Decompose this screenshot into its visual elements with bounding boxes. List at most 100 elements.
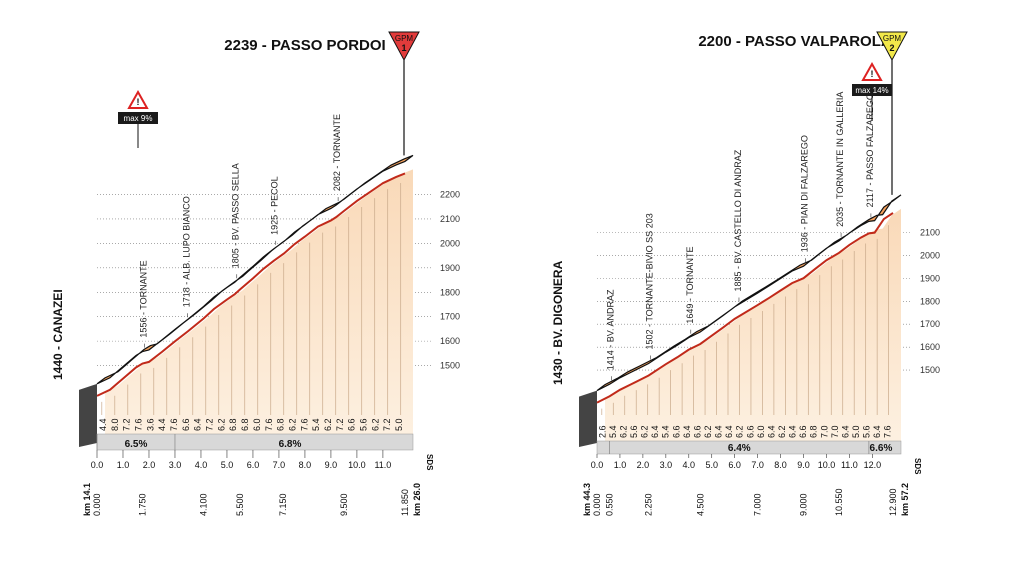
average-gradient-label: 6.5%	[125, 439, 148, 450]
altitude-tick-label: 1700	[920, 319, 940, 329]
altitude-tick-label: 1500	[440, 361, 460, 371]
point-of-interest-label: 1502 - TORNANTE-BIVIO SS 203	[645, 213, 655, 349]
km-tick-label: 5.0	[705, 460, 718, 470]
segment-gradient-label: 5.6	[629, 425, 639, 438]
km-tick-label: 3.0	[660, 460, 673, 470]
gpm-badge	[388, 31, 420, 62]
segment-gradient-label: 6.4	[650, 425, 660, 438]
km-tick-label: 0.0	[91, 460, 104, 470]
km-tick-label: 4.0	[683, 460, 696, 470]
brand-label: SDS	[913, 458, 922, 475]
cumulative-distance-label: 4.500	[695, 493, 705, 516]
brand-label: SDS	[425, 454, 434, 471]
km-tick-label: 5.0	[221, 460, 234, 470]
start-location-label: 1440 - CANAZEI	[51, 289, 65, 380]
segment-gradient-label: 6.6	[671, 425, 681, 438]
altitude-tick-label: 2000	[920, 250, 940, 260]
gpm-badge-number: 1	[401, 43, 406, 53]
point-of-interest-label: 1414 - BV. ANDRAZ	[606, 289, 616, 370]
warning-icon	[861, 61, 883, 81]
km-tick-label: 2.0	[637, 460, 650, 470]
climb-title: 2200 - PASSO VALPAROLA	[698, 33, 892, 50]
point-of-interest-label: 1649 - TORNANTE	[685, 246, 695, 323]
profile-chart-1: 1500 1600 1700 1800 1900 2000 2100 2200 6.5% 6.8%…	[51, 31, 460, 516]
segment-gradient-label: 6.6	[692, 425, 702, 438]
average-gradient-label: 6.6%	[870, 443, 893, 454]
altitude-tick-label: 1900	[440, 263, 460, 273]
segment-gradient-label: 7.6	[883, 425, 893, 438]
start-wall	[579, 390, 597, 447]
km-tick-label: 6.0	[247, 460, 260, 470]
segment-gradient-label: 5.4	[661, 425, 671, 438]
km-tick-label: 9.0	[797, 460, 810, 470]
altitude-tick-label: 2100	[440, 214, 460, 224]
km-tick-label: 4.0	[195, 460, 208, 470]
point-of-interest-label: 1925 - PECOL	[270, 176, 280, 235]
gradient-strip	[596, 440, 902, 455]
cumulative-distance-label: 12.900	[888, 488, 898, 516]
cumulative-distance-label: 9.500	[339, 493, 349, 516]
altitude-tick-label: 1800	[440, 287, 460, 297]
point-of-interest-label: 1556 - TORNANTE	[138, 260, 148, 337]
warning-icon-mark: !	[871, 69, 874, 79]
segment-gradient-label: 6.2	[618, 425, 628, 438]
cumulative-distance-label: 7.000	[753, 493, 763, 516]
segment-gradient-label: 7.6	[133, 418, 143, 431]
segment-gradient-label: 2.6	[597, 425, 607, 438]
segment-gradient-label: 5.0	[851, 425, 861, 438]
point-of-interest-label: 2082 - TORNANTE	[332, 114, 342, 191]
cumulative-distance-label: 0.000	[92, 493, 102, 516]
altitude-tick-label: 2200	[440, 190, 460, 200]
segment-gradient-label: 6.2	[703, 425, 713, 438]
point-of-interest-label: 2035 - TORNANTE IN GALLERIA	[835, 92, 845, 227]
climb-title: 2239 - PASSO PORDOI	[224, 37, 385, 54]
segment-gradient-label: 5.0	[394, 418, 404, 431]
km-tick-label: 6.0	[728, 460, 741, 470]
km-reference-label: km 57.2	[900, 483, 910, 516]
segment-gradient-label: 6.4	[682, 425, 692, 438]
warning-icon-mark: !	[137, 97, 140, 107]
segment-gradient-label: 7.2	[335, 418, 345, 431]
km-reference-label: km 26.0	[412, 483, 422, 516]
km-tick-label: 12.0	[864, 460, 882, 470]
max-gradient-label: max 9%	[124, 114, 153, 123]
cumulative-distance-label: 1.750	[137, 493, 147, 516]
gpm-badge	[876, 31, 908, 62]
point-of-interest-label: 1718 - ALB. LUPO BIANCO	[181, 196, 191, 307]
km-reference-label: km 14.1	[82, 483, 92, 516]
profile-band	[596, 194, 902, 392]
km-tick-label: 2.0	[143, 460, 156, 470]
segment-gradient-label: 6.2	[216, 418, 226, 431]
segment-gradient-label: 5.6	[359, 418, 369, 431]
cumulative-distance-label: 7.150	[278, 493, 288, 516]
profile-front-edge	[96, 172, 406, 397]
altitude-tick-label: 1900	[920, 273, 940, 283]
average-gradient-label: 6.4%	[728, 443, 751, 454]
segment-gradient-label: 7.6	[169, 418, 179, 431]
segment-gradient-label: 8.0	[110, 418, 120, 431]
segment-gradient-label: 6.4	[788, 425, 798, 438]
segment-gradient-label: 6.8	[809, 425, 819, 438]
profile-body	[105, 169, 413, 447]
max-gradient-box	[852, 84, 892, 96]
segment-gradient-label: 6.6	[798, 425, 808, 438]
segment-gradient-label: 6.4	[714, 425, 724, 438]
max-gradient-box	[118, 112, 158, 124]
segment-gradient-label: 7.2	[122, 418, 132, 431]
segment-gradient-label: 5.6	[862, 425, 872, 438]
point-of-interest-label: 1936 - PIAN DI FALZAREGO	[800, 135, 810, 252]
profile-band	[96, 154, 414, 385]
profile-body	[605, 208, 901, 447]
segment-gradient-label: 3.6	[145, 418, 155, 431]
segment-gradient-label: 5.4	[311, 418, 321, 431]
segment-gradient-label: 6.2	[777, 425, 787, 438]
gpm-badge-label: GPM	[883, 34, 902, 43]
segment-gradient-label: 6.2	[287, 418, 297, 431]
km-tick-label: 3.0	[169, 460, 182, 470]
gpm-badge-label: GPM	[395, 34, 414, 43]
altitude-tick-label: 2100	[920, 228, 940, 238]
start-wall	[79, 383, 97, 447]
